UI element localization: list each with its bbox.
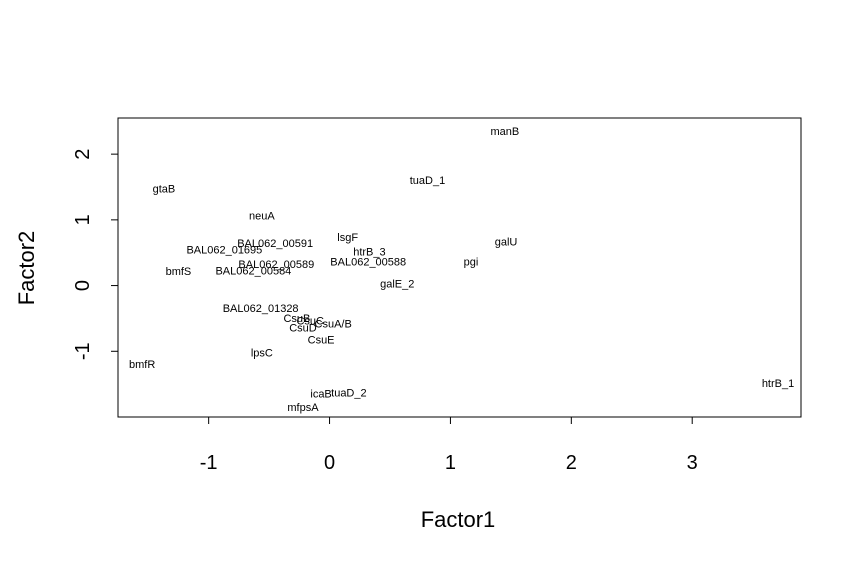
point-label: tuaD_1 [410, 175, 445, 187]
point-label: neuA [249, 210, 275, 222]
point-label: CsuE [308, 334, 335, 346]
point-label: galE_2 [380, 279, 414, 291]
x-tick-label: 3 [687, 452, 698, 474]
point-label: CsuD [289, 323, 317, 335]
y-tick-label: 1 [72, 214, 94, 225]
y-tick-label: 0 [72, 280, 94, 291]
point-label: BAL062_00589 [238, 259, 314, 271]
point-label: tuaD_2 [331, 388, 366, 400]
y-axis: -1 0 1 2 [72, 149, 118, 360]
point-label: BAL062_00588 [330, 256, 406, 268]
y-tick-label: 2 [72, 149, 94, 160]
x-tick-label: -1 [200, 452, 218, 474]
point-label: pgi [464, 256, 479, 268]
point-label: BAL062_01328 [223, 303, 299, 315]
point-label: bmfR [129, 359, 155, 371]
x-axis: -1 0 1 2 3 [200, 417, 698, 474]
point-label: icaB [310, 388, 331, 400]
x-tick-label: 1 [445, 452, 456, 474]
point-label: CsuB [283, 313, 310, 325]
point-label: lsgF [337, 232, 358, 244]
x-tick-label: 0 [324, 452, 335, 474]
point-label: manB [490, 126, 519, 138]
x-axis-title: Factor1 [421, 507, 496, 532]
point-label: bmfS [166, 266, 192, 278]
point-label: gtaB [153, 183, 176, 195]
x-tick-label: 2 [566, 452, 577, 474]
point-label: BAL062_00584 [215, 265, 291, 277]
y-tick-label: -1 [72, 342, 94, 360]
point-label: CsuC [296, 315, 324, 327]
point-label: htrB_3 [353, 246, 385, 258]
point-label: lpsC [251, 348, 273, 360]
point-label: htrB_1 [762, 378, 794, 390]
point-label: BAL062_01695 [186, 244, 262, 256]
point-label: BAL062_00591 [237, 238, 313, 250]
plot-frame [117, 117, 802, 418]
point-label: galU [495, 237, 518, 249]
point-label: mfpsA [287, 402, 319, 414]
point-label: CsuA/B [315, 319, 352, 331]
y-axis-title: Factor2 [14, 231, 39, 306]
